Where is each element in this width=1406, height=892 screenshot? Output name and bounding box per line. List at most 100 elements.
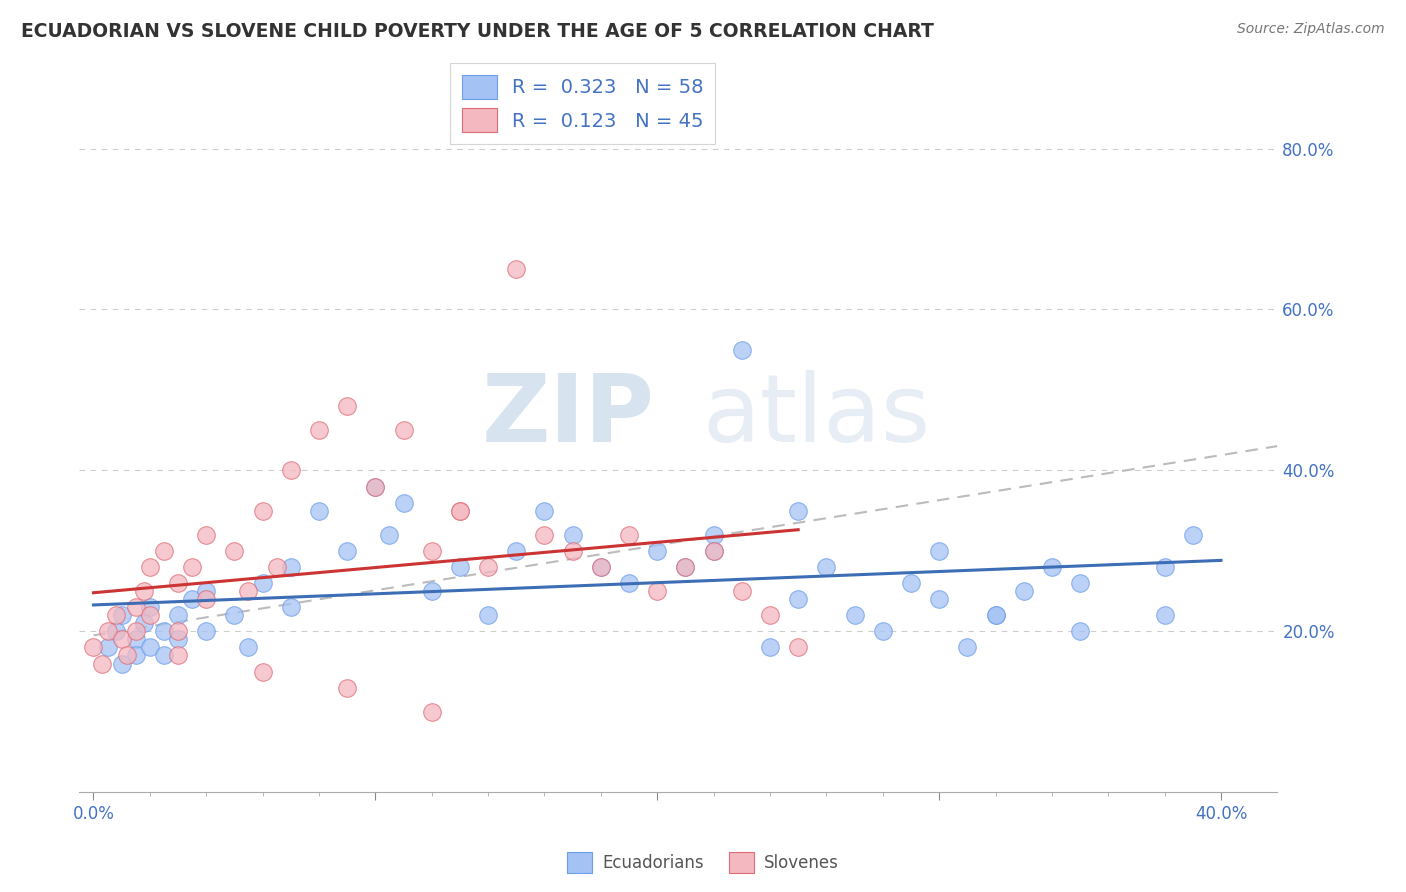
Point [378,528,401,542]
Point [167,608,190,623]
Point [675,560,697,574]
Point [1153,560,1175,574]
Point [134,616,156,631]
Text: ZIP: ZIP [481,369,654,462]
Point [153,544,176,558]
Point [703,528,725,542]
Point [105,624,128,639]
Point [82,640,104,655]
Point [1040,560,1063,574]
Point [645,584,668,599]
Point [900,576,922,591]
Point [675,560,697,574]
Point [308,503,330,517]
Point [533,503,555,517]
Point [477,560,499,574]
Point [195,584,218,599]
Point [336,399,359,413]
Point [224,544,246,558]
Point [280,463,302,477]
Point [589,560,612,574]
Point [252,576,274,591]
Point [703,544,725,558]
Point [181,560,204,574]
Point [167,624,190,639]
Point [139,560,162,574]
Text: ECUADORIAN VS SLOVENE CHILD POVERTY UNDER THE AGE OF 5 CORRELATION CHART: ECUADORIAN VS SLOVENE CHILD POVERTY UNDE… [21,22,934,41]
Text: atlas: atlas [703,369,931,462]
Point [505,544,527,558]
Point [617,576,640,591]
Point [731,343,754,357]
Point [420,705,443,719]
Point [96,624,118,639]
Point [252,665,274,679]
Point [167,648,190,663]
Point [224,608,246,623]
Point [139,608,162,623]
Point [117,648,139,663]
Point [238,640,260,655]
Point [195,624,218,639]
Point [533,528,555,542]
Point [1181,528,1204,542]
Point [787,503,810,517]
Point [252,503,274,517]
Point [787,640,810,655]
Point [153,648,176,663]
Point [1153,608,1175,623]
Point [105,608,128,623]
Point [392,423,415,437]
Point [280,560,302,574]
Point [336,544,359,558]
Point [449,560,471,574]
Point [815,560,838,574]
Point [125,632,148,647]
Point [111,608,134,623]
Point [364,479,387,493]
Point [153,624,176,639]
Point [308,423,330,437]
Point [90,657,112,671]
Point [984,608,1007,623]
Point [561,528,583,542]
Point [759,640,782,655]
Point [195,528,218,542]
Point [872,624,894,639]
Text: Source: ZipAtlas.com: Source: ZipAtlas.com [1237,22,1385,37]
Point [703,544,725,558]
Point [125,648,148,663]
Point [1069,624,1091,639]
Point [238,584,260,599]
Point [449,503,471,517]
Point [561,544,583,558]
Point [181,592,204,607]
Point [984,608,1007,623]
Point [139,600,162,615]
Point [844,608,866,623]
Point [617,528,640,542]
Point [420,544,443,558]
Point [589,560,612,574]
Point [505,262,527,277]
Point [392,495,415,509]
Point [1069,576,1091,591]
Point [134,584,156,599]
Legend: R =  0.323   N = 58, R =  0.123   N = 45: R = 0.323 N = 58, R = 0.123 N = 45 [450,63,716,144]
Point [928,544,950,558]
Legend: Ecuadorians, Slovenes: Ecuadorians, Slovenes [561,846,845,880]
Point [759,608,782,623]
Point [125,600,148,615]
Point [731,584,754,599]
Point [477,608,499,623]
Point [167,576,190,591]
Point [111,632,134,647]
Point [195,592,218,607]
Point [787,592,810,607]
Point [280,600,302,615]
Point [645,544,668,558]
Point [1012,584,1035,599]
Point [364,479,387,493]
Point [96,640,118,655]
Point [449,503,471,517]
